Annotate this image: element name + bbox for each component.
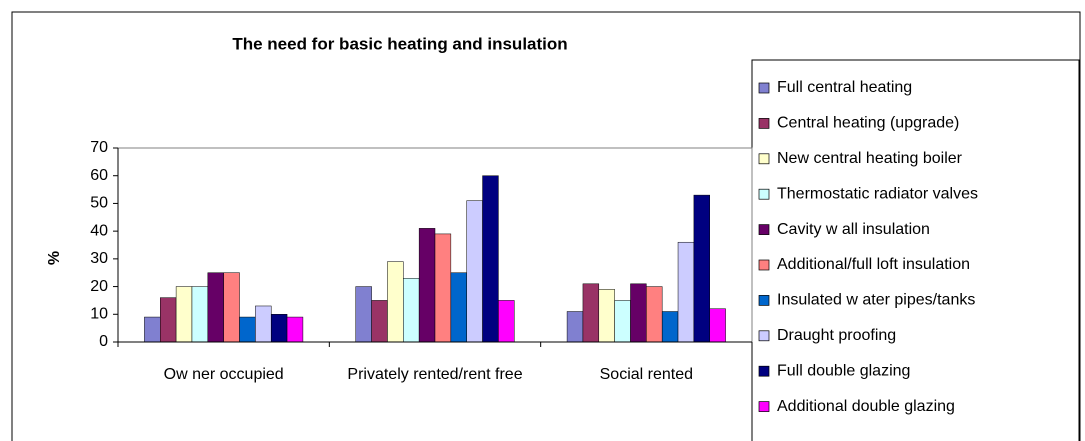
legend-swatch (758, 365, 770, 377)
y-tick-label: 60 (90, 167, 108, 184)
legend-swatch (758, 224, 770, 235)
legend-label: Full double glazing (777, 362, 910, 379)
legend-label: New central heating boiler (777, 150, 963, 167)
bar (598, 289, 615, 343)
legend-label: Thermostatic radiator valves (777, 185, 978, 202)
bar (239, 316, 256, 343)
legend-label: Full central heating (777, 79, 912, 96)
bar (144, 316, 161, 343)
chart-title: The need for basic heating and insulatio… (232, 34, 567, 53)
bar (355, 286, 372, 343)
bar (582, 283, 600, 343)
x-tick-label: Ow ner occupied (163, 366, 284, 383)
legend-swatch (758, 330, 770, 342)
legend-swatch (758, 82, 770, 94)
bar (646, 286, 663, 343)
y-tick-label: 0 (99, 333, 108, 350)
bar (434, 233, 452, 343)
legend-swatch (758, 295, 770, 306)
bar (482, 175, 499, 343)
bar (207, 272, 224, 343)
legend-swatch (758, 153, 770, 165)
bar (630, 283, 647, 343)
bar (450, 272, 467, 343)
y-tick-label: 50 (90, 195, 108, 212)
bar (175, 286, 193, 343)
x-tick-label: Social rented (599, 366, 694, 383)
bar (270, 314, 288, 343)
legend-label: Cavity w all insulation (777, 221, 930, 238)
y-tick-label: 30 (90, 250, 108, 267)
bar (498, 300, 515, 343)
bar (693, 194, 710, 343)
bar (371, 300, 388, 343)
legend-label: Additional/full loft insulation (777, 256, 970, 273)
y-tick-label: 20 (90, 278, 108, 295)
legend-label: Insulated w ater pipes/tanks (777, 292, 975, 309)
bar (614, 300, 631, 343)
bar (661, 311, 679, 343)
bar (387, 261, 404, 343)
y-tick-label: 70 (90, 139, 108, 156)
bar (191, 286, 209, 343)
legend-swatch (758, 401, 770, 412)
bar (418, 228, 436, 343)
legend-label: Draught proofing (777, 327, 896, 344)
y-axis-label: % (46, 251, 63, 265)
bar (566, 311, 584, 343)
bar (677, 241, 695, 343)
y-tick-label: 40 (90, 222, 108, 239)
legend-swatch (758, 188, 770, 200)
bar (403, 278, 420, 343)
bar (709, 308, 726, 343)
bar (466, 200, 483, 343)
bar (160, 297, 177, 343)
bar (255, 305, 272, 343)
bar (286, 316, 304, 343)
y-tick-label: 10 (90, 306, 108, 323)
legend-label: Central heating (upgrade) (777, 115, 959, 132)
legend-box (751, 59, 1080, 441)
legend-label: Additional double glazing (777, 398, 955, 415)
legend-swatch (758, 118, 770, 129)
x-tick-label: Privately rented/rent free (347, 366, 523, 383)
legend-swatch (758, 259, 770, 271)
bar (223, 272, 240, 343)
